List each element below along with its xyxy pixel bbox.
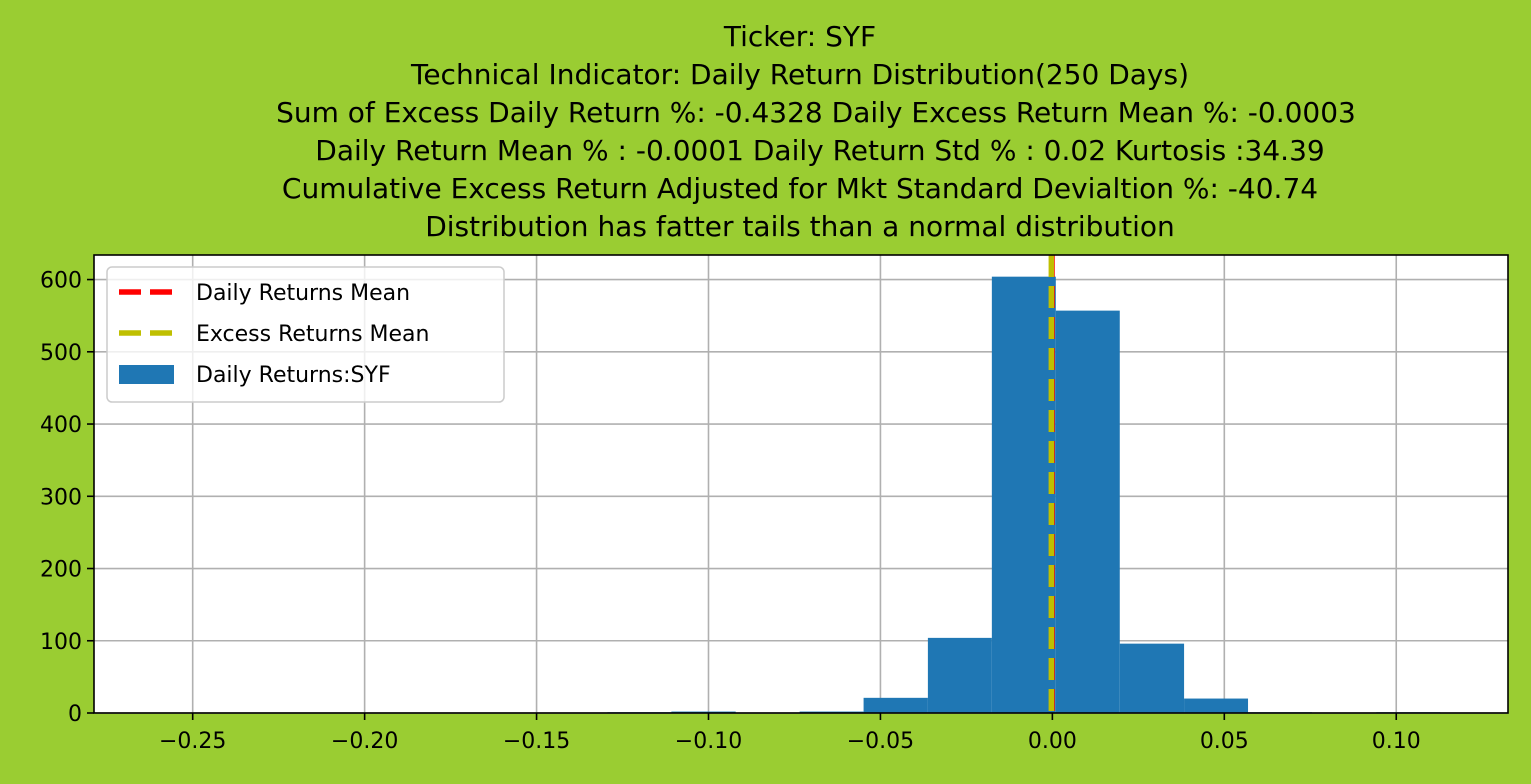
histogram-bar: [1055, 310, 1120, 713]
chart-title: Ticker: SYF Technical Indicator: Daily R…: [276, 20, 1356, 243]
x-axis: −0.25 −0.20 −0.15 −0.10 −0.05 0.00 0.05 0.10: [159, 713, 1421, 754]
histogram-bars: [607, 276, 1441, 714]
title-line: Daily Return Mean % : -0.0001 Daily Retu…: [315, 134, 1324, 167]
legend-label: Daily Returns Mean: [196, 281, 410, 306]
y-tick-label: 600: [40, 269, 82, 294]
title-line: Ticker: SYF: [723, 20, 876, 53]
x-tick-label: −0.20: [331, 729, 398, 754]
x-tick-label: −0.10: [675, 729, 742, 754]
legend-patch-swatch: [119, 365, 174, 384]
y-tick-label: 100: [40, 630, 82, 655]
x-tick-label: 0.10: [1372, 729, 1421, 754]
x-tick-label: 0.00: [1028, 729, 1077, 754]
legend-box: [106, 266, 505, 403]
histogram-bar: [1184, 698, 1249, 713]
histogram-bar: [991, 276, 1056, 713]
title-line: Sum of Excess Daily Return %: -0.4328 Da…: [276, 96, 1356, 129]
y-axis: 0 100 200 300 400 500 600: [40, 269, 94, 727]
plot-frame: [93, 254, 1509, 714]
y-tick-label: 300: [40, 485, 82, 510]
histogram-bar: [927, 637, 992, 713]
x-tick-label: 0.05: [1200, 729, 1249, 754]
legend: Daily Returns Mean Excess Returns Mean Dai…: [106, 266, 505, 403]
title-line: Distribution has fatter tails than a nor…: [425, 210, 1175, 243]
y-tick-label: 500: [40, 341, 82, 366]
histogram-bar: [1119, 643, 1185, 713]
y-tick-label: 400: [40, 413, 82, 438]
legend-label: Daily Returns:SYF: [196, 363, 391, 388]
mean-lines: [1048, 255, 1055, 713]
x-tick-label: −0.15: [503, 729, 570, 754]
x-tick-label: −0.05: [847, 729, 914, 754]
legend-label: Excess Returns Mean: [196, 322, 429, 347]
y-tick-label: 0: [68, 702, 82, 727]
title-line: Technical Indicator: Daily Return Distri…: [410, 58, 1189, 91]
x-tick-label: −0.25: [159, 729, 226, 754]
title-line: Cumulative Excess Return Adjusted for Mk…: [282, 172, 1318, 205]
y-tick-label: 200: [40, 558, 82, 583]
histogram-bar: [863, 697, 928, 713]
